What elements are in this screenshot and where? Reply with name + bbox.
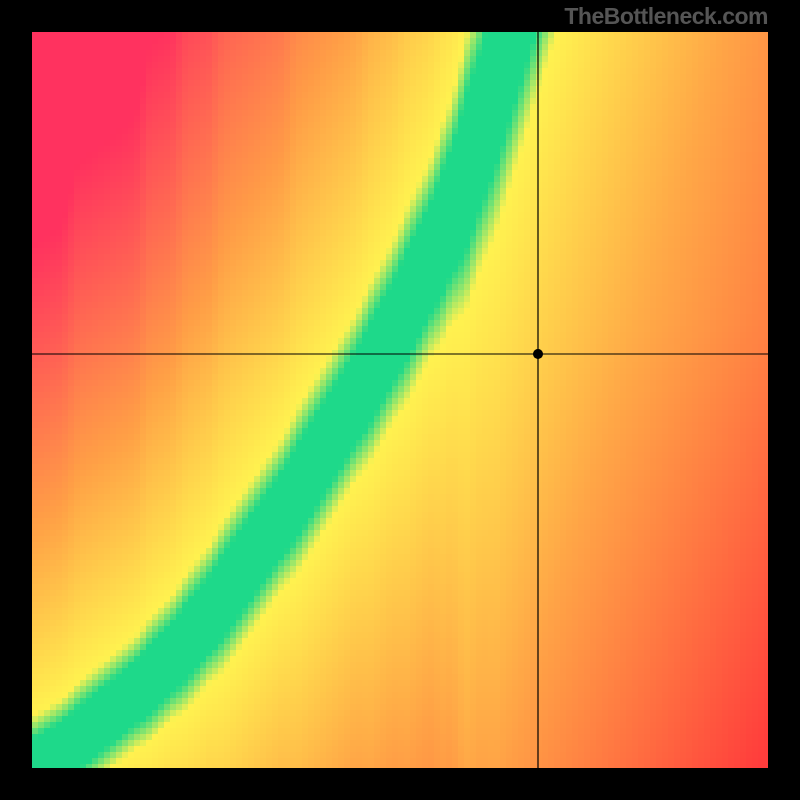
attribution-label: TheBottleneck.com — [564, 3, 768, 30]
bottleneck-heatmap — [0, 0, 800, 800]
chart-container: TheBottleneck.com — [0, 0, 800, 800]
